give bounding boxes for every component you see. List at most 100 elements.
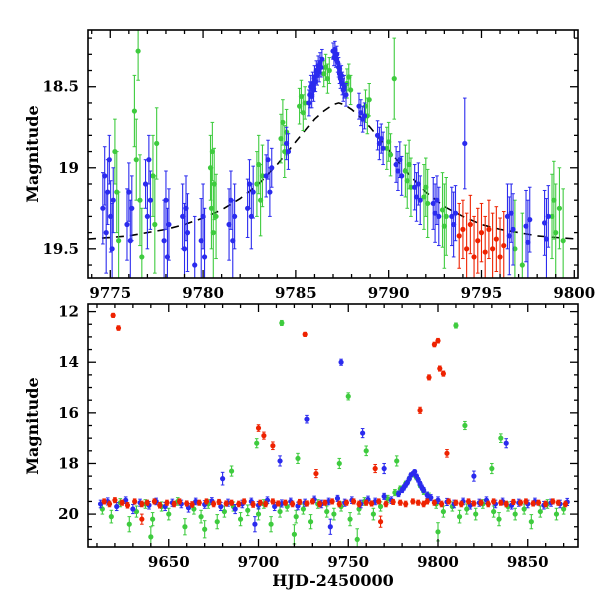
data-point — [181, 246, 188, 252]
data-point — [124, 502, 131, 508]
data-point — [290, 501, 296, 507]
data-point — [319, 56, 325, 62]
data-point — [464, 506, 470, 512]
data-point — [297, 499, 303, 505]
data-point — [336, 460, 342, 467]
data-point — [144, 500, 150, 506]
bottom-y-axis-label: Magnitude — [23, 377, 42, 474]
data-point — [343, 500, 350, 506]
data-point — [304, 500, 310, 507]
data-point — [380, 145, 386, 151]
x-tick-label: 9650 — [148, 553, 190, 571]
data-point — [458, 501, 464, 507]
y-tick-label: 19 — [58, 159, 79, 177]
data-point — [103, 230, 109, 236]
data-point — [257, 500, 263, 506]
data-point — [453, 322, 459, 329]
data-point — [556, 205, 563, 211]
y-tick-label: 16 — [58, 404, 79, 422]
data-point — [452, 210, 459, 216]
data-point — [202, 526, 208, 532]
data-point — [368, 500, 375, 507]
data-point — [360, 430, 366, 436]
data-point — [363, 448, 369, 454]
data-point — [343, 92, 349, 98]
y-tick-label: 12 — [58, 303, 79, 321]
x-tick-label: 9785 — [275, 284, 317, 302]
data-point — [334, 495, 341, 501]
data-point — [129, 205, 135, 211]
data-point — [453, 500, 459, 506]
data-point — [105, 189, 111, 195]
data-point — [152, 221, 158, 228]
data-point — [412, 468, 418, 475]
data-point — [293, 514, 299, 520]
x-tick-label: 9775 — [89, 284, 131, 302]
data-point — [255, 511, 262, 517]
data-point — [279, 320, 285, 326]
data-point — [184, 230, 191, 236]
data-point — [131, 108, 138, 114]
data-point — [345, 393, 351, 399]
data-point — [560, 238, 566, 244]
data-point — [277, 508, 283, 515]
data-point — [537, 508, 543, 515]
data-point — [338, 359, 344, 365]
data-point — [326, 67, 332, 74]
top-y-axis-label: Magnitude — [23, 105, 42, 202]
data-point — [387, 152, 394, 158]
data-point — [381, 493, 387, 499]
data-point — [462, 140, 468, 147]
data-point — [268, 521, 274, 527]
data-point — [553, 230, 559, 236]
axis-ticks — [88, 304, 578, 547]
x-tick-label: 9800 — [417, 553, 459, 571]
data-point — [523, 498, 529, 505]
data-point — [196, 500, 202, 506]
data-point — [486, 226, 492, 232]
data-point — [203, 498, 210, 505]
data-point — [527, 217, 533, 223]
data-point — [137, 197, 143, 203]
data-point — [232, 506, 238, 512]
data-point — [390, 499, 396, 505]
data-point — [285, 148, 292, 155]
data-point — [336, 501, 342, 507]
data-point — [291, 531, 298, 537]
x-tick-label: 9850 — [507, 553, 549, 571]
data-point — [545, 213, 551, 220]
red-series — [101, 312, 569, 528]
data-point — [100, 205, 106, 211]
data-point — [144, 213, 150, 220]
x-tick-label: 9750 — [327, 553, 369, 571]
data-point — [437, 365, 443, 372]
data-point — [277, 458, 283, 464]
data-point — [397, 500, 403, 506]
data-point — [550, 498, 556, 505]
data-layer — [88, 30, 578, 278]
data-point — [391, 76, 397, 82]
data-point — [436, 213, 442, 220]
data-point — [124, 221, 130, 228]
data-point — [482, 249, 488, 255]
data-point — [521, 506, 527, 512]
data-point — [112, 497, 118, 503]
data-point — [431, 341, 438, 348]
data-point — [366, 97, 372, 103]
data-point — [347, 516, 353, 522]
data-point — [184, 500, 190, 507]
data-point — [530, 500, 536, 507]
data-point — [106, 501, 113, 507]
data-point — [133, 508, 140, 515]
data-point — [473, 511, 479, 517]
data-point — [237, 516, 244, 522]
data-point — [309, 498, 315, 505]
data-point — [198, 514, 204, 520]
data-point — [216, 499, 222, 505]
data-point — [372, 465, 378, 472]
data-point — [561, 506, 567, 512]
data-point — [211, 501, 217, 507]
data-point — [139, 516, 145, 522]
data-point — [415, 500, 421, 506]
